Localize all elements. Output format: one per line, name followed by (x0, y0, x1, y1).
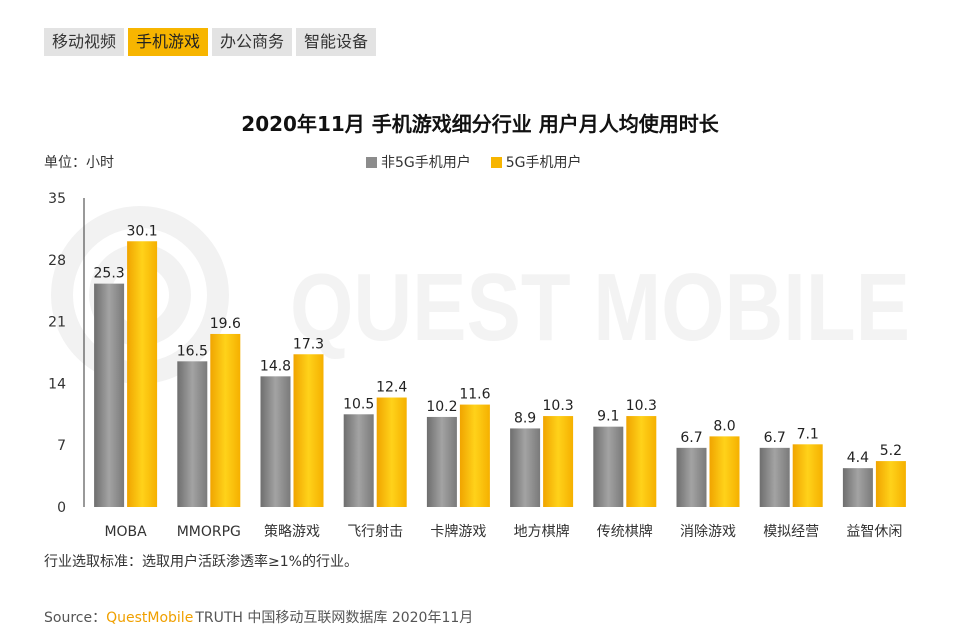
bar-chart: 0 7 14 21 28 35 25.3 30.1 MOBA 16.519.6 MMORPG 14.8… (48, 191, 906, 540)
value-label-local-chess-5g: 10.3 (543, 398, 574, 414)
bar-moba-5g (127, 241, 158, 507)
value-label-simulation-non5g: 6.7 (764, 430, 786, 446)
chart-title: 2020年11月 手机游戏细分行业 用户月人均使用时长 (241, 112, 719, 136)
source-line: Source：QuestMobile TRUTH 中国移动互联网数据库 2020年… (44, 607, 473, 627)
bar-traditional-chess-5g (626, 416, 657, 507)
legend-item-5g: 5G手机用户 (490, 152, 582, 172)
value-label-puzzle-non5g: 4.4 (847, 450, 869, 466)
x-tick-label-traditional-chess: 传统棋牌 (597, 523, 653, 540)
bar-shooting-non5g (343, 414, 374, 507)
value-label-simulation-5g: 7.1 (797, 426, 819, 442)
value-label-mmorpg-5g: 19.6 (210, 316, 241, 332)
value-label-mmorpg-non5g: 16.5 (177, 343, 208, 359)
x-tick-label-moba: MOBA (104, 524, 147, 540)
x-tick-label-local-chess: 地方棋牌 (514, 523, 570, 540)
selection-note: 行业选取标准：选取用户活跃渗透率≥1%的行业。 (44, 554, 358, 570)
y-tick-label-0: 0 (57, 500, 66, 516)
value-label-shooting-non5g: 10.5 (343, 396, 374, 412)
legend-label-5g: 5G手机用户 (505, 155, 582, 171)
source-brand: QuestMobile (106, 610, 194, 626)
category-tabs: 移动视频 手机游戏 办公商务 智能设备 (44, 28, 377, 56)
value-label-card-5g: 11.6 (459, 387, 490, 403)
y-tick-label-35: 35 (48, 191, 66, 207)
legend-swatch-5g (490, 156, 502, 168)
bar-elimination-non5g (676, 447, 707, 507)
value-label-moba-5g: 30.1 (127, 223, 158, 239)
unit-label: 单位：小时 (44, 155, 114, 171)
value-label-card-non5g: 10.2 (426, 399, 457, 415)
value-label-elimination-non5g: 6.7 (680, 430, 702, 446)
x-tick-label-elimination: 消除游戏 (680, 524, 736, 540)
tab-office-business[interactable]: 办公商务 (212, 28, 293, 56)
x-tick-label-puzzle: 益智休闲 (846, 524, 902, 540)
bar-puzzle-5g (875, 461, 906, 507)
bar-elimination-5g (709, 436, 740, 507)
legend-swatch-non5g (366, 156, 377, 168)
tab-mobile-games[interactable]: 手机游戏 (128, 28, 209, 56)
value-label-traditional-chess-5g: 10.3 (626, 398, 657, 414)
bar-card-non5g (426, 416, 457, 507)
y-tick-label-14: 14 (48, 376, 66, 392)
value-label-shooting-5g: 12.4 (376, 380, 407, 396)
bar-strategy-5g (293, 354, 324, 507)
value-label-strategy-non5g: 14.8 (260, 358, 291, 374)
y-tick-label-28: 28 (48, 253, 66, 269)
source-prefix: Source： (44, 610, 107, 626)
x-tick-label-simulation: 模拟经营 (763, 524, 819, 540)
tab-smart-devices[interactable]: 智能设备 (296, 28, 377, 56)
value-label-local-chess-non5g: 8.9 (514, 410, 536, 426)
bar-simulation-5g (792, 444, 823, 507)
x-tick-label-mmorpg: MMORPG (177, 524, 241, 540)
y-tick-label-7: 7 (57, 438, 66, 454)
value-label-elimination-5g: 8.0 (713, 418, 735, 434)
x-tick-label-shooting: 飞行射击 (347, 524, 403, 540)
bar-puzzle-non5g (842, 468, 873, 507)
bar-local-chess-5g (543, 416, 574, 507)
bar-traditional-chess-non5g (593, 426, 624, 507)
x-tick-label-strategy: 策略游戏 (264, 523, 320, 540)
bar-mmorpg-non5g (177, 361, 208, 507)
bar-simulation-non5g (759, 447, 790, 507)
bar-card-5g (459, 404, 490, 507)
value-label-strategy-5g: 17.3 (293, 336, 324, 352)
tab-mobile-video[interactable]: 移动视频 (44, 28, 125, 56)
legend: 非5G手机用户 5G手机用户 (366, 152, 582, 172)
bar-moba-non5g (94, 283, 125, 507)
value-label-moba-non5g: 25.3 (94, 266, 125, 282)
bar-shooting-5g (376, 397, 407, 507)
bar-strategy-non5g (260, 376, 291, 507)
value-label-traditional-chess-non5g: 9.1 (597, 409, 619, 425)
bar-mmorpg-5g (210, 333, 241, 507)
legend-label-non5g: 非5G手机用户 (381, 155, 471, 171)
bar-local-chess-non5g (510, 428, 541, 507)
x-tick-label-card: 卡牌游戏 (430, 523, 486, 540)
y-tick-label-21: 21 (48, 315, 66, 331)
value-label-puzzle-5g: 5.2 (880, 443, 902, 459)
legend-item-non5g: 非5G手机用户 (366, 152, 471, 172)
source-text: TRUTH 中国移动互联网数据库 2020年11月 (195, 610, 474, 626)
